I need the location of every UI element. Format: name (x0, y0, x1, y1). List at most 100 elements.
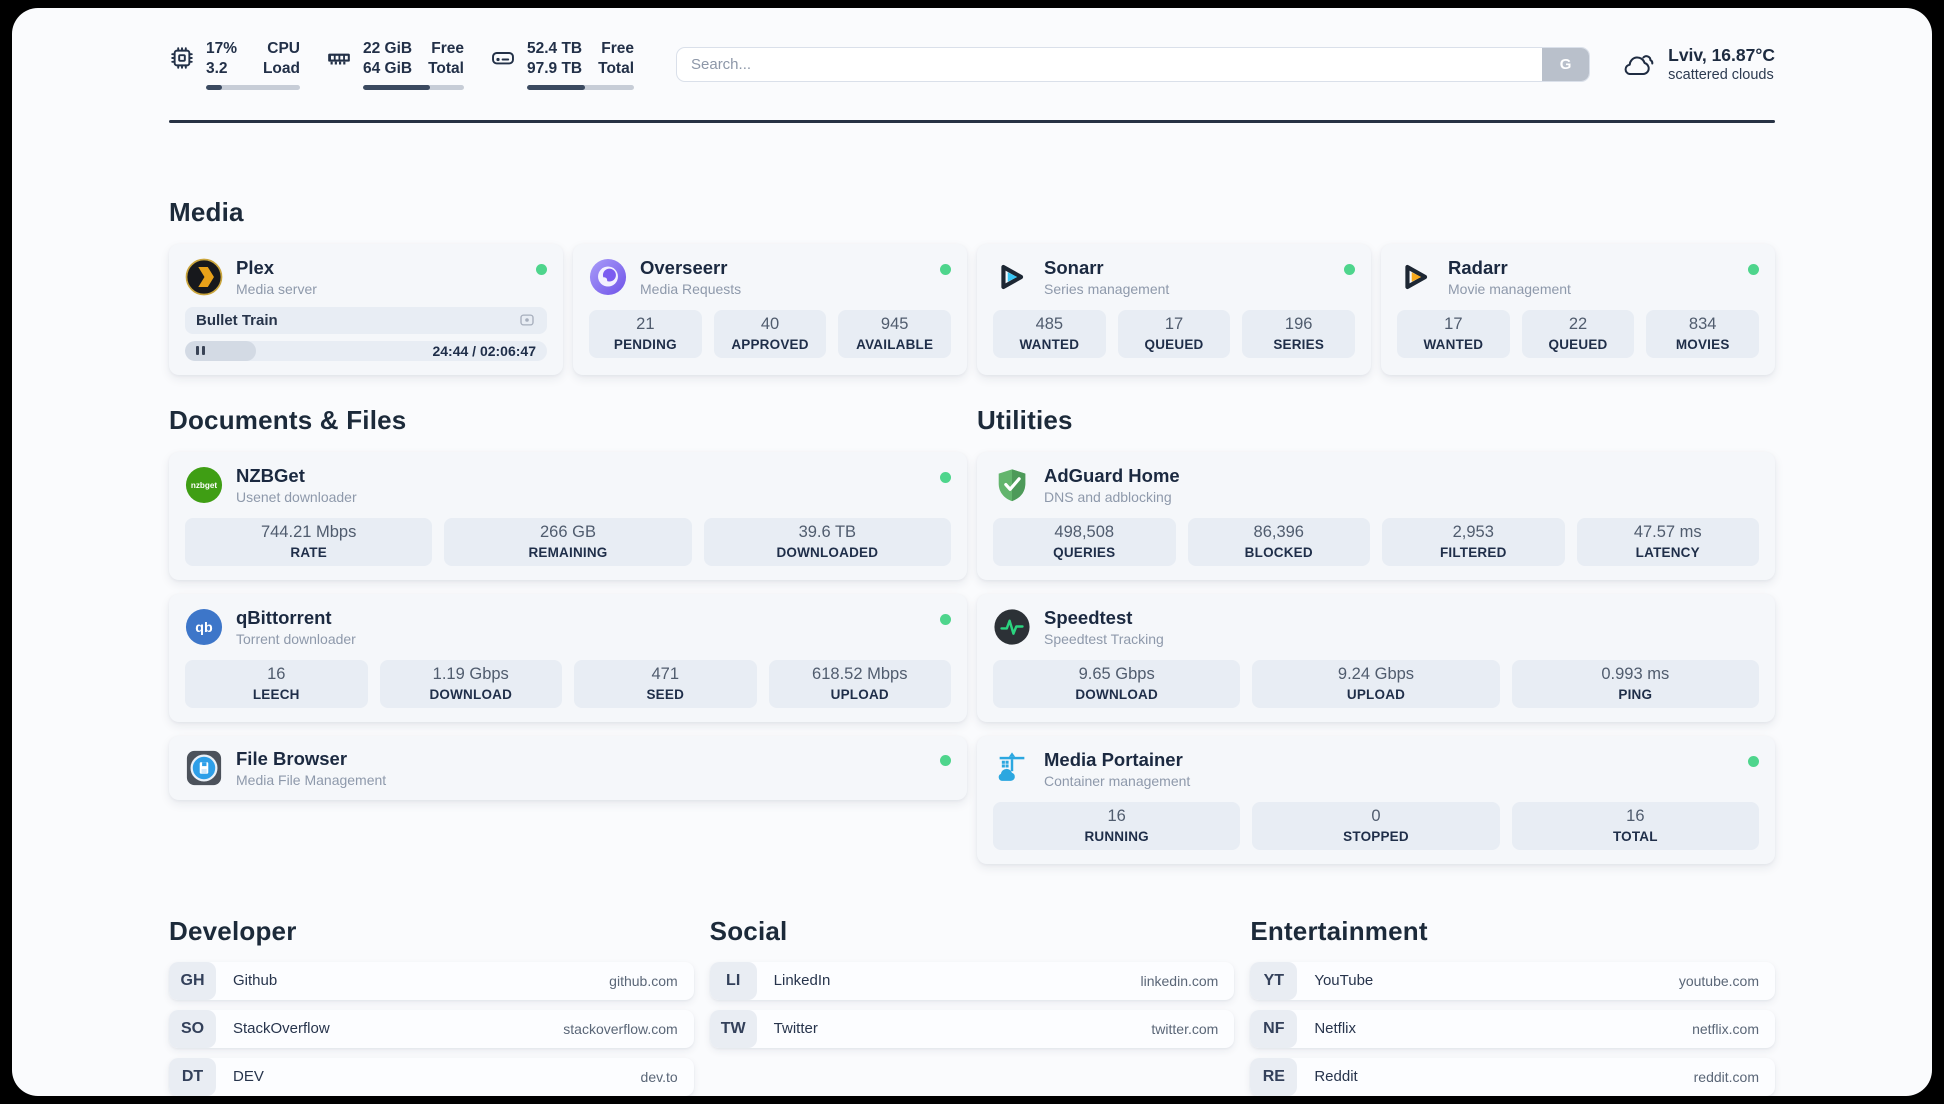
stat-movies: 834 MOVIES (1646, 309, 1760, 358)
stat-seed: 471 SEED (574, 659, 757, 708)
portainer-icon (993, 750, 1031, 788)
app-name: Plex (236, 256, 275, 278)
link-badge: YT (1250, 961, 1298, 1000)
section-title-developer: Developer (169, 915, 297, 946)
stat-leech: 16 LEECH (185, 659, 368, 708)
disk-total-value: 97.9 TB (526, 59, 583, 77)
link-row-linkedin[interactable]: LI LinkedIn linkedin.com (709, 961, 1235, 1000)
link-row-github[interactable]: GH Github github.com (169, 961, 694, 1000)
stat-blocked: 86,396 BLOCKED (1187, 517, 1370, 566)
app-card-speedtest[interactable]: Speedtest Speedtest Tracking 9.65 Gbps D… (977, 593, 1775, 722)
link-badge: LI (709, 961, 757, 1000)
disk-meter (526, 84, 634, 90)
qbittorrent-icon: qb (185, 608, 223, 646)
section-title-utilities: Utilities (977, 404, 1073, 435)
link-row-youtube[interactable]: YT YouTube youtube.com (1250, 961, 1775, 1000)
player-progress-fill (185, 340, 256, 361)
search-bar[interactable]: G (676, 46, 1591, 82)
link-domain: youtube.com (1678, 972, 1759, 989)
app-card-sonarr[interactable]: Sonarr Series management 485 WANTED 17 Q… (977, 243, 1371, 375)
cast-icon (520, 314, 534, 326)
nzbget-icon: nzbget (185, 466, 223, 504)
memory-widget: 22 GiB 64 GiB Free Total (326, 39, 464, 90)
stat-queued: 17 QUEUED (1117, 309, 1231, 358)
app-card-portainer[interactable]: Media Portainer Container management 16 … (977, 735, 1775, 864)
pause-icon[interactable] (196, 346, 205, 355)
stat-downloaded: 39.6 TB DOWNLOADED (703, 517, 951, 566)
cpu-value: 17% (206, 39, 238, 57)
link-row-twitter[interactable]: TW Twitter twitter.com (709, 1009, 1235, 1048)
sonarr-icon (993, 258, 1031, 296)
stat-remaining: 266 GB REMAINING (444, 517, 692, 566)
adguard-icon (993, 466, 1031, 504)
status-dot-online (940, 263, 951, 275)
stat-stopped: 0 STOPPED (1252, 801, 1500, 850)
app-name: AdGuard Home (1044, 464, 1180, 486)
app-card-adguard[interactable]: AdGuard Home DNS and adblocking 498,508 … (977, 451, 1775, 580)
app-subtitle: Media File Management (236, 771, 387, 788)
link-name: Netflix (1314, 1020, 1357, 1037)
section-title-documents: Documents & Files (169, 404, 407, 435)
app-subtitle: Usenet downloader (236, 488, 357, 505)
link-badge: RE (1250, 1057, 1298, 1096)
link-row-dev[interactable]: DT DEV dev.to (169, 1057, 694, 1096)
links-column-developer: Developer GH Github github.com SO StackO… (169, 916, 694, 1096)
app-name: Radarr (1448, 256, 1508, 278)
link-badge: SO (169, 1009, 216, 1048)
app-subtitle: DNS and adblocking (1044, 488, 1172, 505)
link-row-netflix[interactable]: NF Netflix netflix.com (1250, 1009, 1775, 1048)
app-card-filebrowser[interactable]: File Browser Media File Management (169, 735, 967, 800)
link-name: Github (233, 972, 278, 989)
disk-total-label: Total (598, 59, 634, 77)
link-badge: TW (709, 1009, 757, 1048)
link-domain: twitter.com (1151, 1020, 1219, 1037)
speedtest-icon (993, 608, 1031, 646)
app-subtitle: Movie management (1448, 280, 1571, 297)
stat-total: 16 TOTAL (1511, 801, 1759, 850)
link-row-stackoverflow[interactable]: SO StackOverflow stackoverflow.com (169, 1009, 694, 1048)
search-provider-button[interactable]: G (1542, 47, 1590, 81)
status-dot-online (940, 471, 951, 483)
app-card-plex[interactable]: Plex Media server Bullet Train 24:44 / 0 (169, 243, 563, 375)
app-subtitle: Series management (1044, 280, 1170, 297)
stat-ping: 0.993 ms PING (1511, 659, 1759, 708)
memory-meter-fill (363, 84, 430, 90)
link-domain: reddit.com (1693, 1068, 1759, 1085)
utilities-column: AdGuard Home DNS and adblocking 498,508 … (977, 451, 1775, 864)
link-badge: NF (1250, 1009, 1298, 1048)
link-domain: linkedin.com (1140, 972, 1219, 989)
link-row-reddit[interactable]: RE Reddit reddit.com (1250, 1057, 1775, 1096)
app-name: Speedtest (1044, 606, 1133, 628)
stat-wanted: 485 WANTED (993, 309, 1106, 358)
cpu-load-value: 3.2 (206, 59, 228, 77)
link-badge: GH (169, 961, 216, 1000)
player-time: 24:44 / 02:06:47 (432, 342, 536, 359)
disk-free-label: Free (601, 39, 634, 57)
app-subtitle: Media server (236, 280, 317, 297)
app-card-nzbget[interactable]: nzbget NZBGet Usenet downloader 744.21 M… (169, 451, 967, 580)
documents-column: nzbget NZBGet Usenet downloader 744.21 M… (169, 451, 967, 864)
app-card-qbittorrent[interactable]: qb qBittorrent Torrent downloader 16 LEE… (169, 593, 967, 722)
link-name: YouTube (1314, 972, 1374, 989)
disk-free-value: 52.4 TB (526, 39, 583, 57)
topbar-divider (169, 120, 1775, 123)
memory-free-label: Free (431, 39, 464, 57)
disk-meter-fill (526, 84, 585, 90)
link-name: StackOverflow (233, 1020, 330, 1037)
app-card-radarr[interactable]: Radarr Movie management 17 WANTED 22 QUE… (1381, 243, 1775, 375)
links-column-social: Social LI LinkedIn linkedin.com TW Twitt… (709, 916, 1235, 1096)
link-badge: DT (169, 1057, 216, 1096)
app-subtitle: Speedtest Tracking (1044, 630, 1164, 647)
stat-download: 1.19 Gbps DOWNLOAD (379, 659, 562, 708)
svg-text:nzbget: nzbget (191, 480, 218, 489)
memory-free-value: 22 GiB (363, 39, 413, 57)
memory-icon (328, 53, 350, 64)
radarr-icon (1397, 258, 1435, 296)
app-card-overseerr[interactable]: Overseerr Media Requests 21 PENDING 40 A… (573, 243, 967, 375)
stat-queries: 498,508 QUERIES (993, 517, 1176, 566)
search-input[interactable] (677, 55, 1543, 73)
status-dot-online (536, 263, 547, 275)
cpu-meter-fill (206, 84, 222, 90)
link-name: LinkedIn (773, 972, 831, 989)
